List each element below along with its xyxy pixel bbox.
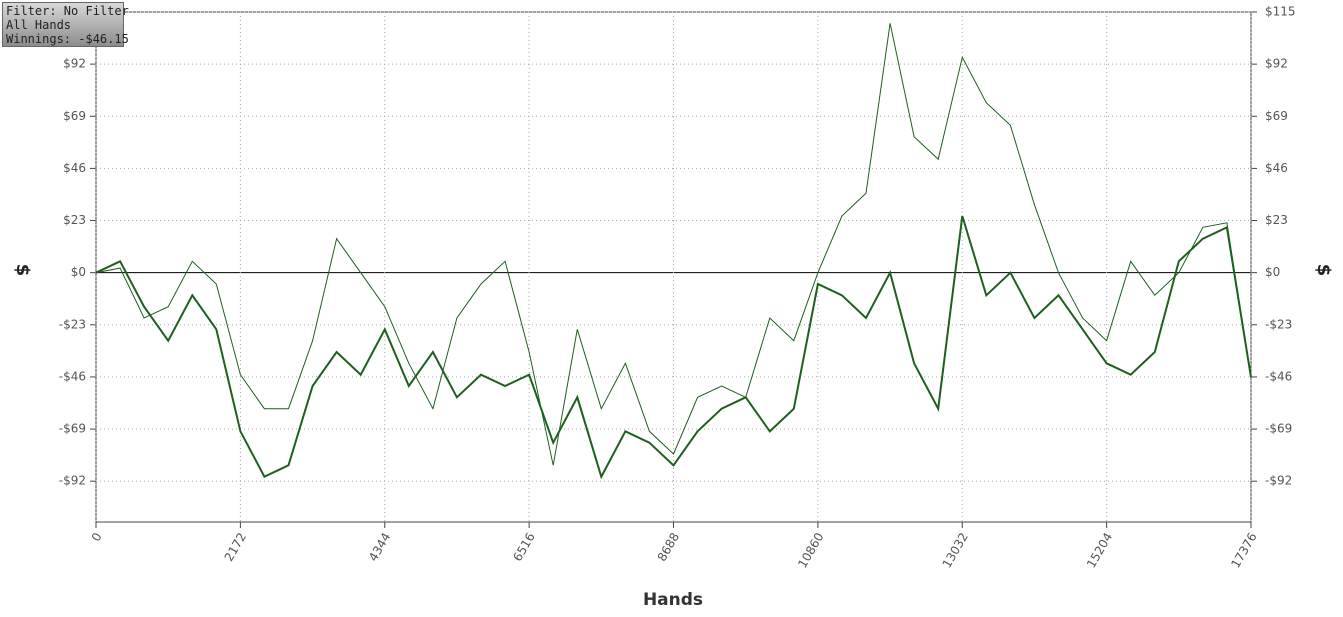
y-tick-label: $46 (63, 161, 86, 175)
x-tick-label: 2172 (222, 530, 249, 563)
x-tick-label: 15204 (1084, 530, 1115, 570)
y2-tick-label: $69 (1265, 109, 1288, 123)
x-tick-label: 0 (89, 530, 105, 544)
x-tick-label: 13032 (940, 530, 971, 570)
info-box: Filter: No Filter All Hands Winnings: -$… (2, 2, 129, 47)
x-axis-label: Hands (643, 590, 703, 610)
y-tick-label: -$23 (59, 317, 86, 331)
y2-tick-label: $23 (1265, 213, 1288, 227)
y-axis-label: $ (12, 264, 33, 277)
x-tick-label: 10860 (795, 530, 826, 570)
x-tick-label: 4344 (366, 530, 393, 563)
x-tick-label: 8688 (655, 530, 682, 563)
info-line: All Hands (6, 18, 72, 32)
y2-tick-label: $115 (1265, 5, 1296, 19)
y2-tick-label: -$92 (1265, 474, 1292, 488)
y-tick-label: $92 (63, 57, 86, 71)
series-line (95, 215, 1252, 480)
info-line: Filter: No Filter (6, 4, 129, 18)
y-tick-label: -$69 (59, 422, 86, 436)
y2-tick-label: -$46 (1265, 369, 1292, 383)
y-tick-label: $0 (71, 265, 86, 279)
y-tick-label: $69 (63, 109, 86, 123)
info-line: Winnings: -$46.15 (6, 32, 129, 46)
y2-axis-label: $ (1313, 264, 1334, 277)
x-tick-label: 6516 (510, 530, 537, 563)
x-tick-label: 17376 (1228, 530, 1259, 570)
series-line (95, 23, 1252, 466)
y2-tick-label: $92 (1265, 57, 1288, 71)
y2-tick-label: -$23 (1265, 317, 1292, 331)
y-tick-label: -$92 (59, 474, 86, 488)
y-tick-label: -$46 (59, 369, 86, 383)
y2-tick-label: -$69 (1265, 422, 1292, 436)
y-tick-label: $23 (63, 213, 86, 227)
y2-tick-label: $0 (1265, 265, 1280, 279)
y2-tick-label: $46 (1265, 161, 1288, 175)
